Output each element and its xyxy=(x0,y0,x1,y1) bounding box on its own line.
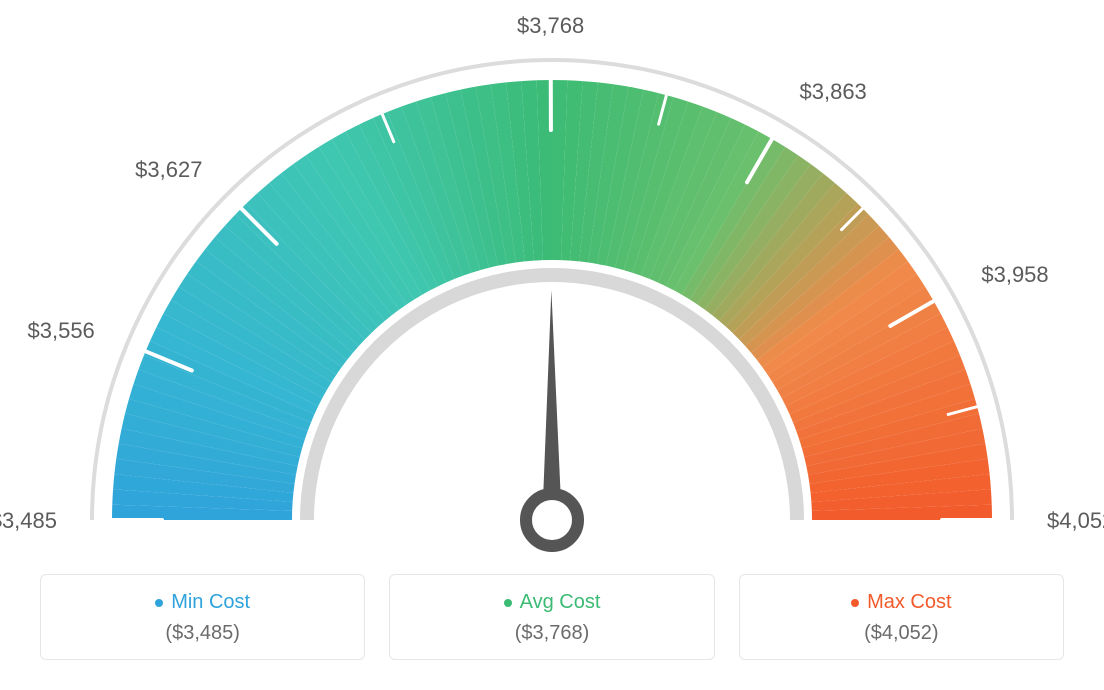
legend-card-avg: Avg Cost ($3,768) xyxy=(389,574,714,660)
min-dot-icon xyxy=(155,599,163,607)
gauge-tick-label: $3,863 xyxy=(800,79,880,105)
legend-title-max: Max Cost xyxy=(851,591,951,614)
legend-title-avg-text: Avg Cost xyxy=(520,591,601,614)
max-dot-icon xyxy=(851,599,859,607)
legend-value-max: ($4,052) xyxy=(750,622,1053,645)
gauge-tick-label: $3,768 xyxy=(511,13,591,39)
legend-title-min: Min Cost xyxy=(155,591,250,614)
legend-value-avg: ($3,768) xyxy=(400,622,703,645)
legend-row: Min Cost ($3,485) Avg Cost ($3,768) Max … xyxy=(0,574,1104,660)
gauge-tick-label: $3,627 xyxy=(122,157,202,183)
cost-gauge xyxy=(0,0,1104,560)
legend-card-max: Max Cost ($4,052) xyxy=(739,574,1064,660)
legend-title-max-text: Max Cost xyxy=(867,591,951,614)
legend-value-min: ($3,485) xyxy=(51,622,354,645)
gauge-tick-label: $3,556 xyxy=(15,318,95,344)
legend-title-avg: Avg Cost xyxy=(504,591,601,614)
gauge-tick-label: $3,485 xyxy=(0,508,57,534)
gauge-tick-label: $4,052 xyxy=(1047,508,1104,534)
legend-title-min-text: Min Cost xyxy=(171,591,250,614)
gauge-tick-label: $3,958 xyxy=(981,262,1061,288)
legend-card-min: Min Cost ($3,485) xyxy=(40,574,365,660)
avg-dot-icon xyxy=(504,599,512,607)
